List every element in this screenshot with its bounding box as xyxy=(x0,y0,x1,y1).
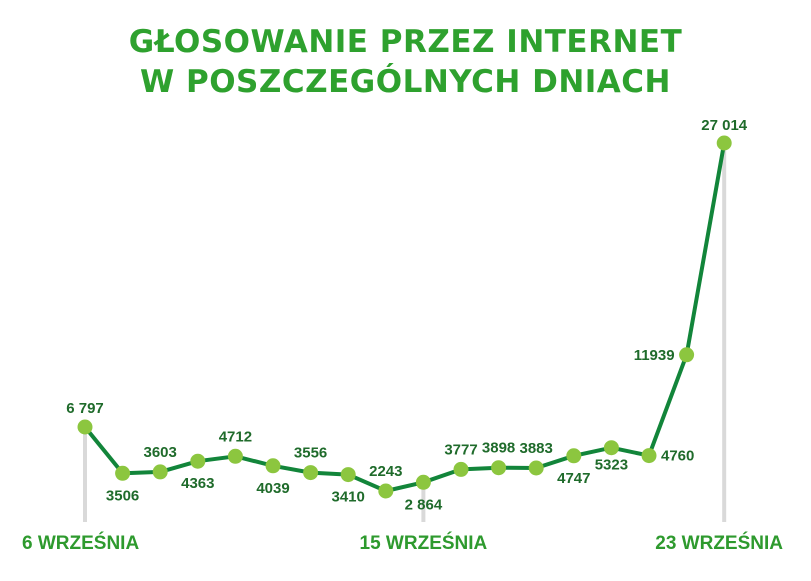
data-point xyxy=(528,460,544,476)
tick-label: 23 WRZEŚNIA xyxy=(655,532,783,554)
tick-labels: 6 WRZEŚNIA 15 WRZEŚNIA 23 WRZEŚNIA xyxy=(22,532,783,554)
tick-label: 6 WRZEŚNIA xyxy=(22,532,139,554)
data-label: 3506 xyxy=(106,487,139,504)
data-label: 4363 xyxy=(181,475,214,492)
chart-title-line-1: GŁOSOWANIE PRZEZ INTERNET xyxy=(128,24,683,60)
data-point xyxy=(340,467,356,483)
data-label: 4039 xyxy=(256,480,289,497)
data-point xyxy=(491,460,507,476)
data-label: 3410 xyxy=(332,489,365,506)
data-point xyxy=(566,448,582,464)
data-point xyxy=(641,448,657,464)
data-point xyxy=(415,474,431,490)
data-point xyxy=(77,419,93,435)
data-label: 11939 xyxy=(634,347,675,364)
data-point xyxy=(152,464,168,480)
data-point xyxy=(716,135,732,151)
chart-title: GŁOSOWANIE PRZEZ INTERNET W POSZCZEGÓLNY… xyxy=(0,22,811,102)
data-point xyxy=(603,440,619,456)
data-point xyxy=(115,465,131,481)
data-label: 4760 xyxy=(661,448,694,465)
data-point xyxy=(227,448,243,464)
data-label: 5323 xyxy=(595,457,628,474)
data-label: 2243 xyxy=(369,463,402,480)
data-point xyxy=(679,347,695,363)
data-point xyxy=(378,483,394,499)
data-label: 3603 xyxy=(144,444,177,461)
data-label: 3777 xyxy=(444,441,477,458)
data-point xyxy=(303,465,319,481)
data-label: 4747 xyxy=(557,470,590,487)
data-point xyxy=(265,458,281,474)
chart-title-line-2: W POSZCZEGÓLNYCH DNIACH xyxy=(140,64,671,100)
data-label: 3883 xyxy=(520,440,553,457)
data-label: 27 014 xyxy=(701,117,748,134)
data-label: 3898 xyxy=(482,440,515,457)
data-label: 6 797 xyxy=(66,400,104,417)
data-label: 4712 xyxy=(219,428,252,445)
series-line xyxy=(83,141,727,493)
data-points xyxy=(77,135,732,499)
data-label: 2 864 xyxy=(405,496,443,513)
tick-label: 15 WRZEŚNIA xyxy=(360,532,488,554)
data-label: 3556 xyxy=(294,445,327,462)
data-point xyxy=(453,461,469,477)
data-point xyxy=(190,453,206,469)
